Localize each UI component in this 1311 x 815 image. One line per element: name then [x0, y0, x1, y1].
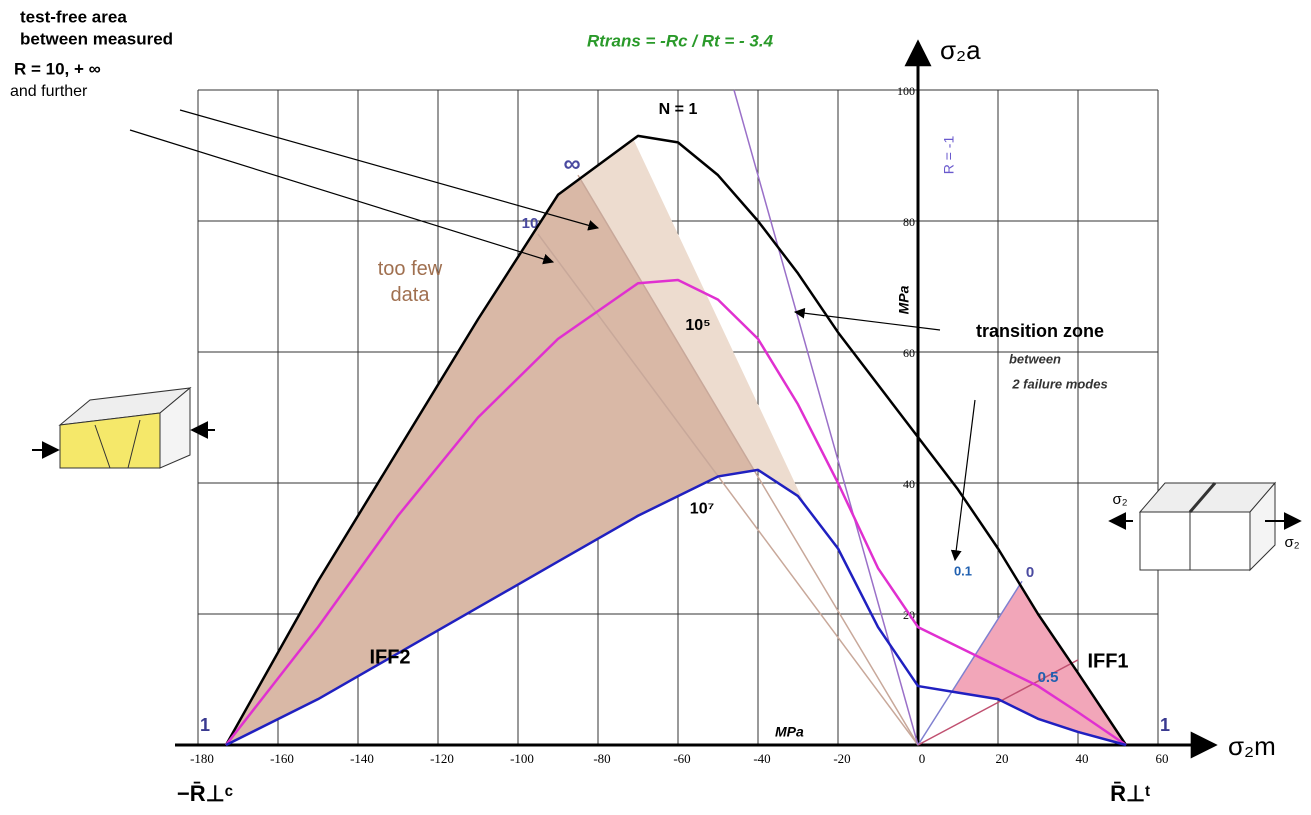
reference-line — [733, 89, 919, 746]
curve-label: N = 1 — [659, 101, 698, 118]
annotation: σ₂ — [1284, 534, 1299, 551]
x-tick-label: -20 — [833, 751, 850, 766]
x-tick-label: -120 — [430, 751, 454, 766]
x-tick-label: 0 — [919, 751, 926, 766]
annotation: test-free area — [20, 7, 127, 26]
y-tick-label: 40 — [903, 477, 915, 491]
pointer — [179, 109, 600, 231]
annotation: IFF1 — [1087, 650, 1128, 672]
annotation: 1 — [200, 715, 210, 735]
line-label: 0.5 — [1038, 669, 1059, 686]
x-tick-label: -80 — [593, 751, 610, 766]
annotation: 0.1 — [954, 563, 972, 578]
plot-layer: -180 -160 -140 -120 -100 -80 -60 -40 -20 0 20 40 60 2… — [10, 7, 1300, 805]
x-tick-label: 60 — [1156, 751, 1169, 766]
curve-label: 10⁵ — [685, 317, 710, 334]
y-unit: MPa — [896, 285, 912, 314]
reference-line — [537, 233, 919, 746]
x-tick-label: -40 — [753, 751, 770, 766]
x-tick-label: -60 — [673, 751, 690, 766]
annotation: R̄⊥ᵗ — [1110, 781, 1150, 806]
reference-line — [917, 659, 1079, 746]
annotation: transition zone — [976, 321, 1104, 341]
annotation: 2 failure modes — [1011, 376, 1107, 391]
annotation: 1 — [1160, 715, 1170, 735]
curve — [224, 134, 1128, 746]
annotation: between measured — [20, 29, 173, 48]
annotation: R = 10, + ∞ — [14, 59, 101, 78]
x-tick-label: -160 — [270, 751, 294, 766]
x-tick-label: 40 — [1076, 751, 1089, 766]
pointer — [129, 129, 555, 265]
x-tick-label: -100 — [510, 751, 534, 766]
curve — [225, 278, 1127, 747]
annotation: between — [1009, 351, 1061, 366]
line-label: R = -1 — [941, 136, 957, 175]
annotation: and further — [10, 83, 88, 100]
background-layer — [197, 89, 1159, 745]
annotation: too few data — [378, 258, 443, 306]
reference-line — [577, 174, 919, 746]
line-label: 10 — [522, 215, 539, 232]
y-axis-label: σ₂a — [940, 35, 981, 65]
curve-label: 10⁷ — [690, 500, 714, 517]
y-tick-label: 100 — [897, 84, 915, 98]
pointer — [950, 399, 976, 562]
specimen-tension — [1108, 481, 1302, 572]
annotation: −R̄⊥ᶜ — [177, 781, 233, 806]
x-tick-label: -180 — [190, 751, 214, 766]
pointer — [793, 307, 941, 331]
y-tick-label: 60 — [903, 346, 915, 360]
specimen-compression — [32, 386, 215, 469]
x-tick-label: 20 — [996, 751, 1009, 766]
reference-line — [917, 580, 1023, 746]
x-unit: MPa — [775, 724, 804, 740]
curve — [225, 468, 1127, 747]
annotation: σ₂ — [1112, 491, 1127, 508]
x-tick-label: -140 — [350, 751, 374, 766]
x-axis-label: σ₂m — [1228, 731, 1276, 761]
y-tick-label: 80 — [903, 215, 915, 229]
line-label: 0 — [1026, 564, 1034, 581]
annotation: IFF2 — [369, 646, 410, 668]
chart-title: Rtrans = -Rc / Rt = - 3.4 — [587, 31, 774, 50]
line-label: ∞ — [563, 150, 580, 177]
